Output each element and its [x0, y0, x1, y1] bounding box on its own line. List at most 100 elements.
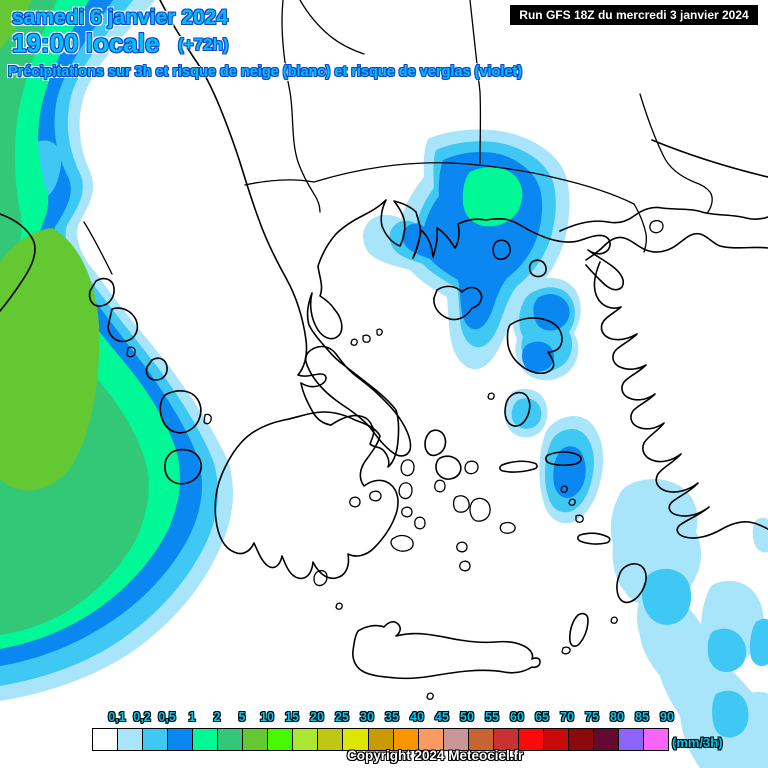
forecast-time: 19:00 locale — [12, 28, 160, 58]
map-subtitle: Précipitations sur 3h et risque de neige… — [8, 64, 523, 80]
legend-label-85: 85 — [635, 710, 649, 724]
island-andros — [424, 429, 447, 457]
island-patmos — [560, 485, 568, 493]
legend-cell-5 — [218, 729, 244, 750]
island-spetses — [349, 496, 361, 508]
legend-cell-35 — [368, 729, 394, 750]
island-skiathos — [350, 338, 358, 346]
legend-cell-40 — [393, 729, 419, 750]
legend-cell-45 — [418, 729, 444, 750]
legend-label-75: 75 — [585, 710, 599, 724]
border-serbia — [299, 0, 365, 55]
island-limnos — [433, 285, 483, 321]
legend-cell-1 — [168, 729, 194, 750]
legend-unit: (mm/3h) — [672, 735, 723, 750]
model-run-info: Run GFS 18Z du mercredi 3 janvier 2024 — [510, 5, 758, 25]
legend-cell-0p1 — [93, 729, 119, 750]
precip-lesbos-0p5-n — [533, 294, 570, 331]
island-kea — [400, 459, 415, 477]
copyright-notice: Copyright 2024 Meteociel.fr — [347, 748, 524, 763]
border-bulgaria-turkey — [639, 93, 713, 213]
island-mykonos — [464, 460, 479, 475]
legend-cell-15 — [268, 729, 294, 750]
legend-label-5: 5 — [238, 710, 246, 724]
island-santorini — [459, 560, 471, 572]
island-ios — [456, 541, 468, 553]
island-ikaria — [499, 460, 538, 473]
island-sifnos — [414, 516, 426, 530]
island-karpathos — [569, 612, 589, 647]
island-naxos — [469, 497, 491, 522]
legend-label-70: 70 — [560, 710, 574, 724]
island-syros — [434, 479, 446, 493]
island-kefalonia — [159, 390, 202, 434]
island-kasos — [561, 646, 571, 655]
legend-cell-50 — [443, 729, 469, 750]
coastlines-and-borders — [0, 0, 768, 700]
legend-cell-0p2 — [118, 729, 144, 750]
island-milos — [390, 534, 414, 552]
coastline-peloponnese — [214, 411, 399, 580]
island-euboea — [304, 345, 412, 457]
island-symi — [610, 616, 618, 624]
legend-label-55: 55 — [485, 710, 499, 724]
precip-samos-0p5 — [553, 446, 586, 498]
legend-label-80: 80 — [610, 710, 624, 724]
forecast-validity-offset: (+72h) — [178, 35, 229, 54]
island-thassos — [492, 239, 511, 260]
island-rhodes — [616, 563, 647, 604]
legend-cell-85 — [618, 729, 645, 750]
legend-cell-80 — [593, 729, 619, 750]
coastline-marmara-north — [559, 206, 768, 232]
precip-lesbos-0p5-s — [522, 341, 554, 372]
precip-west-5-mid — [0, 228, 100, 491]
island-paros — [452, 495, 470, 513]
forecast-date: samedi 6 janvier 2024 — [12, 6, 228, 29]
island-ithaki — [203, 413, 212, 425]
precip-north-1-core — [462, 167, 523, 227]
island-lesbos — [506, 317, 563, 375]
coastline-black-sea — [651, 139, 768, 178]
island-kythnos — [398, 482, 413, 500]
legend-label-30: 30 — [360, 710, 374, 724]
island-amorgos — [499, 521, 516, 534]
legend-cell-60 — [493, 729, 519, 750]
island-gavdos — [426, 692, 434, 700]
island-crete — [352, 621, 541, 680]
border-albania-east — [281, 0, 321, 213]
island-corfu-north — [88, 277, 115, 307]
island-skopelos — [362, 334, 371, 343]
legend-label-15: 15 — [285, 710, 299, 724]
legend-label-35: 35 — [385, 710, 399, 724]
legend-label-10: 10 — [260, 710, 274, 724]
island-hydra — [369, 490, 382, 502]
island-paxos — [126, 346, 136, 358]
legend-bar — [92, 728, 669, 751]
island-samos — [545, 451, 582, 467]
legend-cell-65 — [518, 729, 544, 750]
legend-label-40: 40 — [410, 710, 424, 724]
legend-label-20: 20 — [310, 710, 324, 724]
legend-cell-10 — [243, 729, 269, 750]
legend-label-0p1: 0,1 — [108, 710, 126, 724]
coastline-ionian-islet-line — [83, 221, 113, 275]
island-serifos — [401, 506, 413, 518]
legend-label-45: 45 — [435, 710, 449, 724]
island-antikythera — [335, 602, 343, 610]
legend-cell-2 — [193, 729, 219, 750]
island-zakynthos — [164, 448, 203, 485]
island-kalymnos — [575, 514, 584, 523]
legend-label-65: 65 — [535, 710, 549, 724]
coastline-marmara-south — [585, 232, 768, 261]
coastline-central-greece — [306, 199, 625, 468]
legend-cell-20 — [293, 729, 319, 750]
border-macedonia-bulgaria — [469, 0, 482, 164]
precip-se-0p2-d — [712, 690, 749, 738]
legend-label-1: 1 — [188, 710, 196, 724]
legend-label-60: 60 — [510, 710, 524, 724]
legend-cell-55 — [468, 729, 494, 750]
legend-label-0p5: 0,5 — [158, 710, 176, 724]
